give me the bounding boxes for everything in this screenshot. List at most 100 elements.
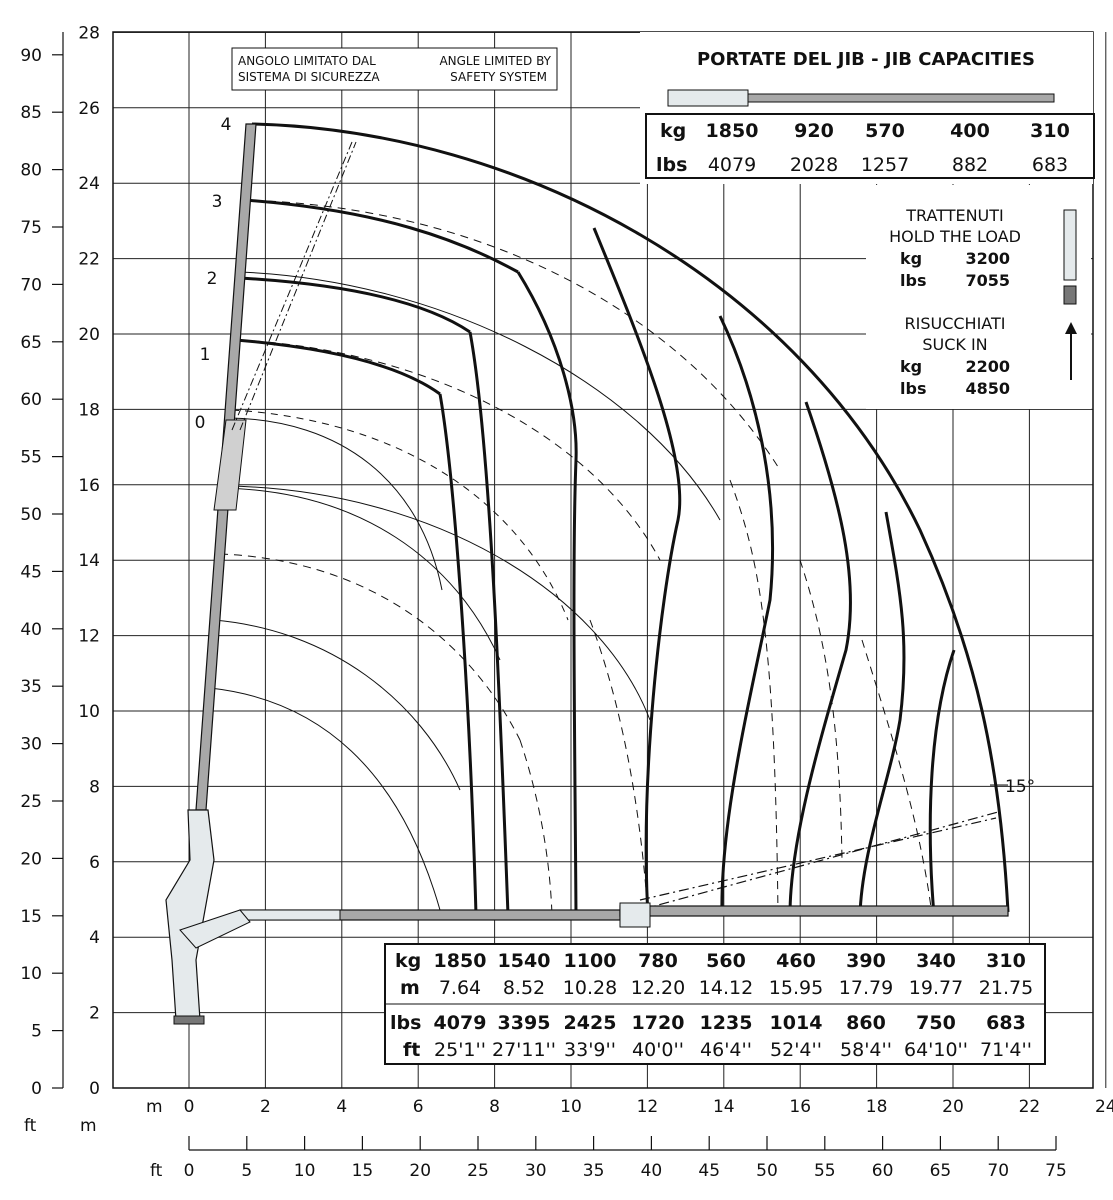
safety-note-en-line2: SAFETY SYSTEM: [450, 70, 547, 84]
cap-kg-value: 390: [846, 950, 886, 972]
cap-m-value: 15.95: [769, 977, 823, 999]
left-axis-ft-label: ft: [24, 1116, 37, 1136]
ft-tick-label: 80: [20, 161, 42, 181]
cap-lbs-value: 1235: [700, 1012, 753, 1034]
ft-tick-label: 10: [20, 964, 42, 984]
jib-kg-value: 400: [950, 120, 990, 142]
cap-kg-label: kg: [395, 950, 421, 972]
suck-it: RISUCCHIATI: [905, 314, 1006, 333]
suck-lbs-label: lbs: [900, 379, 926, 398]
jib-15-degree: [639, 784, 1008, 911]
m-tick-label: 12: [78, 627, 100, 647]
cap-lbs-value: 1014: [770, 1012, 823, 1034]
jib-lbs-value: 1257: [861, 154, 909, 176]
bottom-m-tick-label: 12: [637, 1097, 659, 1117]
cap-lbs-value: 1720: [632, 1012, 685, 1034]
jib-icon: [667, 89, 1055, 107]
hold-lbs: 7055: [965, 271, 1010, 290]
m-tick-label: 20: [78, 325, 100, 345]
capacity-curves: [235, 122, 1010, 916]
bottom-ft-tick-label: 75: [1045, 1161, 1067, 1181]
ft-tick-label: 20: [20, 849, 42, 869]
m-tick-label: 26: [78, 99, 100, 119]
cap-ft-value: 58'4'': [840, 1039, 892, 1061]
cap-m-value: 21.75: [979, 977, 1033, 999]
bottom-ft-tick-label: 20: [409, 1161, 431, 1181]
ft-tick-label: 30: [20, 735, 42, 755]
bottom-m-tick-label: 8: [489, 1097, 500, 1117]
jib-table-cells: 1850 920 570 400 310 4079 2028 1257 882 683: [706, 120, 1070, 176]
safety-note-it-line2: SISTEMA DI SICUREZZA: [238, 70, 380, 84]
cap-kg-value: 1100: [564, 950, 617, 972]
bottom-m-tick-label: 0: [184, 1097, 195, 1117]
bottom-ft-tick-label: 65: [930, 1161, 952, 1181]
cap-ft-value: 33'9'': [564, 1039, 616, 1061]
jib-kg-value: 920: [794, 120, 834, 142]
jib-kg-value: 570: [865, 120, 905, 142]
arrow-up-icon: [1065, 322, 1077, 380]
cap-kg-value: 780: [638, 950, 678, 972]
boom-label-2: 2: [207, 269, 218, 289]
cap-ft-value: 52'4'': [770, 1039, 822, 1061]
hook-icon: [1063, 209, 1077, 305]
bottom-ft-tick-label: 35: [583, 1161, 605, 1181]
bottom-ft-tick-label: 0: [184, 1161, 195, 1181]
bottom-m-tick-label: 18: [866, 1097, 888, 1117]
jib-lbs-label: lbs: [656, 154, 687, 176]
ft-tick-label: 75: [20, 218, 42, 238]
cap-ft-value: 71'4'': [980, 1039, 1032, 1061]
cap-m-value: 19.77: [909, 977, 963, 999]
cap-lbs-value: 4079: [434, 1012, 487, 1034]
bottom-ft-tick-label: 15: [352, 1161, 374, 1181]
suck-en: SUCK IN: [922, 335, 987, 354]
cap-lbs-value: 860: [846, 1012, 886, 1034]
cap-ft-value: 27'11'': [492, 1039, 556, 1061]
plot-border: [112, 31, 1094, 1089]
side-panel-bg: [866, 185, 1091, 409]
suck-kg: 2200: [965, 357, 1010, 376]
safety-note-it-line1: ANGOLO LIMITATO DAL: [238, 54, 376, 68]
bottom-m-tick-label: 24: [1095, 1097, 1113, 1117]
cap-m-value: 10.28: [563, 977, 617, 999]
cap-ft-label: ft: [403, 1039, 420, 1061]
bottom-ft-tick-label: 25: [467, 1161, 489, 1181]
jib-kg-label: kg: [660, 120, 686, 142]
ft-tick-label: 50: [20, 505, 42, 525]
cap-m-label: m: [400, 977, 420, 999]
bottom-m-tick-label: 16: [789, 1097, 811, 1117]
m-tick-label: 18: [78, 400, 100, 420]
cap-ft-value: 40'0'': [632, 1039, 684, 1061]
boom-label-1: 1: [200, 345, 211, 365]
m-tick-label: 24: [78, 174, 100, 194]
m-tick-label: 28: [78, 23, 100, 43]
cap-ft-value: 25'1'': [434, 1039, 486, 1061]
m-tick-label: 6: [89, 853, 100, 873]
left-axis-m-label: m: [80, 1116, 97, 1136]
bottom-axis: 0 2 4 6 8 10 12 14 16 18 20 22 240 5 10 15 20 25 30 35 40 45 5…: [184, 1097, 1113, 1181]
capacity-table-cells: 1850 1540 1100 780 560 460 390 340 310 7.64 8.52 10…: [434, 950, 1034, 1061]
cap-m-value: 8.52: [503, 977, 545, 999]
jib-kg-value: 1850: [706, 120, 759, 142]
bottom-ft-tick-label: 50: [756, 1161, 778, 1181]
ft-tick-label: 70: [20, 275, 42, 295]
m-tick-label: 22: [78, 250, 100, 270]
cap-lbs-value: 3395: [498, 1012, 551, 1034]
ft-tick-label: 65: [20, 333, 42, 353]
cap-m-value: 7.64: [439, 977, 481, 999]
crane-boom: [165, 123, 1009, 1025]
cap-m-value: 12.20: [631, 977, 685, 999]
ft-tick-label: 25: [20, 792, 42, 812]
cap-lbs-value: 750: [916, 1012, 956, 1034]
bottom-ft-tick-label: 70: [987, 1161, 1009, 1181]
safety-note-en-line1: ANGLE LIMITED BY: [439, 54, 551, 68]
bottom-axis-m-label: m: [146, 1097, 163, 1117]
bottom-ft-tick-label: 55: [814, 1161, 836, 1181]
m-tick-label: 4: [89, 928, 100, 948]
cap-m-value: 14.12: [699, 977, 753, 999]
cap-kg-value: 1850: [434, 950, 487, 972]
bottom-m-tick-label: 20: [942, 1097, 964, 1117]
boom-label-3: 3: [212, 192, 223, 212]
jib-lbs-value: 2028: [790, 154, 838, 176]
bottom-ft-tick-label: 30: [525, 1161, 547, 1181]
safety-note-box: [231, 47, 558, 91]
